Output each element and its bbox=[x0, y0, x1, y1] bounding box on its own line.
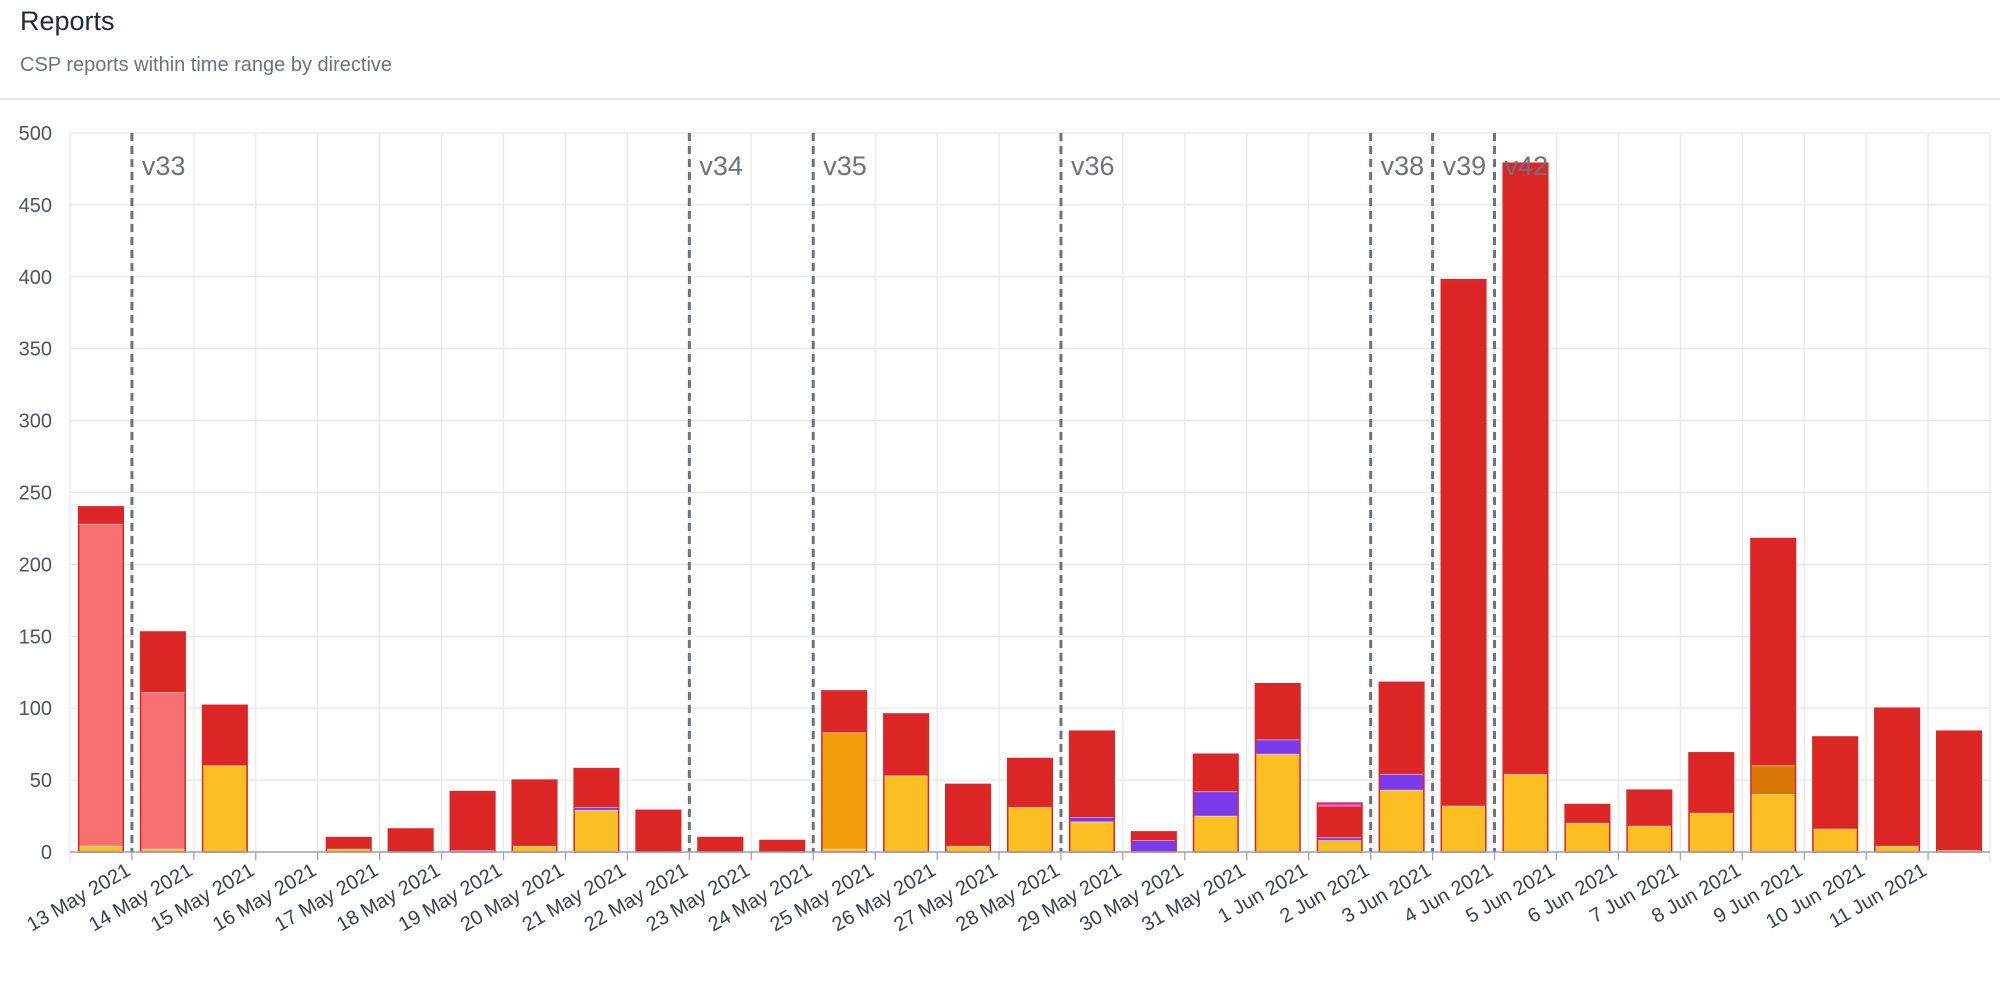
y-tick-label: 50 bbox=[30, 770, 52, 792]
csp-reports-bar-chart: v33 v34 v35 v36 v38 v39 v42 0 50 100 150 200 250 300… bbox=[19, 123, 1991, 936]
panel-header: Reports CSP reports within time range by… bbox=[0, 0, 2000, 100]
bar-segment bbox=[1750, 765, 1797, 795]
bar-segment bbox=[449, 791, 496, 852]
bar-segment bbox=[1750, 793, 1797, 853]
release-marker-label: v38 bbox=[1381, 151, 1425, 181]
bar-segment bbox=[140, 631, 186, 693]
bar-segment bbox=[1007, 758, 1053, 808]
bars bbox=[77, 162, 1983, 853]
bar-segment bbox=[1564, 804, 1611, 824]
y-tick-label: 250 bbox=[19, 483, 52, 505]
bar-segment bbox=[78, 523, 124, 847]
bar-segment bbox=[635, 809, 682, 853]
bar-segment bbox=[1193, 753, 1239, 793]
bar-segment bbox=[1440, 805, 1487, 853]
bar-segment bbox=[140, 691, 186, 850]
bar-segment bbox=[78, 506, 124, 525]
bar-segment bbox=[202, 765, 248, 853]
bar-segment bbox=[1131, 831, 1177, 841]
bar-segment bbox=[1750, 538, 1797, 767]
bar-segment bbox=[573, 768, 620, 808]
bar-segment bbox=[1688, 752, 1735, 814]
bar-segment bbox=[1874, 707, 1920, 847]
bar-segment bbox=[1626, 789, 1673, 827]
bar-segment bbox=[1936, 730, 1982, 852]
bar-segment bbox=[1440, 279, 1487, 807]
bar-segment bbox=[325, 837, 372, 850]
y-tick-label: 300 bbox=[19, 411, 52, 433]
bar-segment bbox=[1193, 791, 1239, 817]
bar-segment bbox=[1378, 681, 1425, 775]
bar-segment bbox=[883, 775, 929, 853]
bar-segment bbox=[1502, 773, 1549, 853]
bar-segment bbox=[511, 779, 558, 847]
y-tick-label: 100 bbox=[19, 698, 52, 720]
bar-segment bbox=[1316, 839, 1363, 853]
bar-segment bbox=[1688, 812, 1735, 853]
bar-segment bbox=[1316, 805, 1363, 839]
release-marker-label: v33 bbox=[142, 151, 186, 181]
y-tick-label: 400 bbox=[19, 267, 52, 289]
bar-segment bbox=[1812, 736, 1858, 830]
bar-segment bbox=[387, 828, 434, 853]
bar-segment bbox=[1254, 739, 1301, 755]
bar-segment bbox=[945, 783, 991, 847]
panel-subtitle: CSP reports within time range by directi… bbox=[20, 54, 393, 76]
bar-segment bbox=[1564, 822, 1611, 853]
bar-segment bbox=[945, 845, 991, 853]
y-tick-label: 150 bbox=[19, 626, 52, 648]
bar-segment bbox=[821, 732, 867, 850]
bar-segment bbox=[1069, 821, 1115, 853]
bar-segment bbox=[78, 845, 124, 853]
bar-segment bbox=[1131, 839, 1177, 853]
y-tick-label: 200 bbox=[19, 554, 52, 576]
y-tick-label: 350 bbox=[19, 339, 52, 361]
bar-segment bbox=[1502, 162, 1549, 775]
release-markers: v33 v34 v35 v36 v38 v39 v42 bbox=[130, 133, 1549, 852]
bar-segment bbox=[759, 839, 806, 853]
bar-segment bbox=[202, 704, 248, 767]
bar-segment bbox=[1254, 683, 1301, 741]
bar-segment bbox=[1193, 815, 1239, 853]
bar-segment bbox=[883, 713, 929, 777]
panel-title: Reports bbox=[20, 6, 115, 36]
y-tick-label: 450 bbox=[19, 195, 52, 217]
y-tick-label: 0 bbox=[41, 842, 52, 864]
bar-segment bbox=[1069, 816, 1115, 823]
bar-segment bbox=[1254, 753, 1301, 853]
bar-segment bbox=[1378, 773, 1425, 791]
bar-segment bbox=[1007, 806, 1053, 853]
bar-segment bbox=[1378, 789, 1425, 853]
bar-segment bbox=[1069, 730, 1115, 818]
release-marker-label: v35 bbox=[823, 151, 867, 181]
bar-segment bbox=[1626, 825, 1673, 853]
bar-segment bbox=[1874, 845, 1920, 853]
bar-segment bbox=[697, 837, 744, 853]
bar-segment bbox=[511, 845, 558, 853]
bar-segment bbox=[1812, 828, 1858, 853]
release-marker-label: v39 bbox=[1443, 151, 1487, 181]
release-marker-label: v36 bbox=[1071, 151, 1115, 181]
bar-segment bbox=[821, 690, 867, 734]
bar-segment bbox=[573, 809, 620, 853]
release-marker-label: v42 bbox=[1505, 151, 1549, 181]
y-tick-label: 500 bbox=[19, 123, 52, 145]
release-marker-label: v34 bbox=[699, 151, 743, 181]
